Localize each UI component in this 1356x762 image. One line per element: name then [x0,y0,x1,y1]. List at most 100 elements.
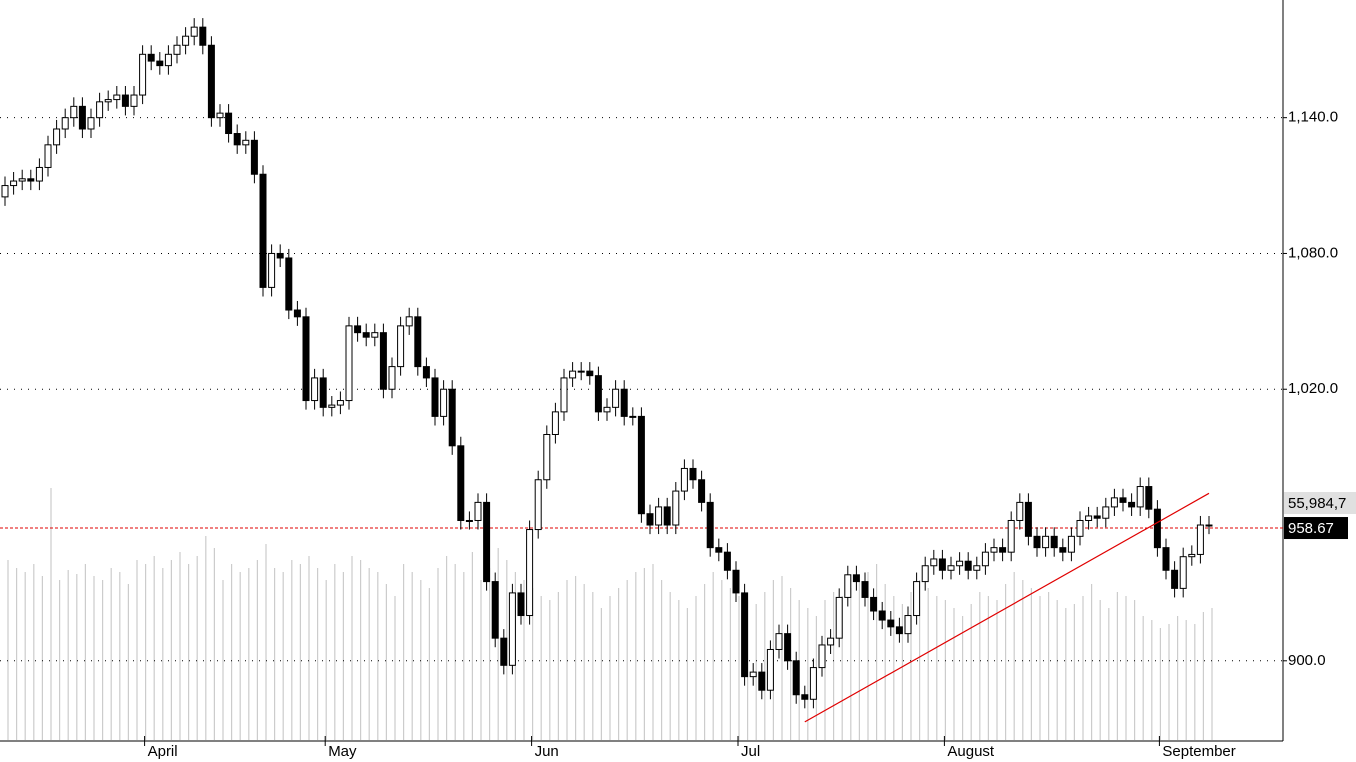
candle-body [569,370,577,379]
candle-body [921,565,929,583]
candle-body [53,128,61,146]
candle-body [835,596,843,639]
candle-body [973,565,981,571]
candle-body [637,415,645,515]
candle-body [827,637,835,646]
candle-body [1196,524,1204,555]
candle-body [104,99,112,103]
candle-body [405,316,413,327]
candle-body [508,592,516,666]
candle-body [156,60,164,67]
candle-body [1085,515,1093,521]
candle-body [792,660,800,696]
candle-body [766,648,774,691]
candle-body [319,377,327,408]
candle-body [302,316,310,402]
candle-body [182,35,190,46]
candle-body [801,694,809,700]
candle-body [422,366,430,379]
candle-body [121,94,129,107]
candle-body [448,388,456,447]
candle-body [345,325,353,402]
candle-body [147,53,155,62]
candle-body [500,637,508,666]
y-tick-label: 1,140.0 [1288,109,1338,126]
candle-body [1050,535,1058,549]
candle-body [741,592,749,678]
candle-body [1016,501,1024,521]
candle-body [1162,547,1170,571]
candle-body [491,581,499,639]
candle-body [577,370,585,373]
candle-body [268,252,276,288]
candle-body [870,596,878,612]
candle-body [517,592,525,617]
candle-body [1188,553,1196,558]
candle-body [878,610,886,621]
candle-body [904,615,912,635]
candle-body [1145,486,1153,510]
x-tick-label: September [1162,743,1235,760]
candle-body [78,105,86,130]
candle-body [225,112,233,135]
candle-body [61,117,69,130]
candle-body [999,547,1007,553]
candle-body [543,433,551,481]
candle-body [1076,519,1084,537]
candle-body [981,551,989,567]
candle-body [809,667,817,700]
candle-body [18,178,26,182]
candle-body [1067,535,1075,553]
candle-body [689,467,697,481]
candle-body [70,105,78,119]
candle-body [250,139,258,175]
candle-body [560,377,568,413]
candle-body [1179,556,1187,589]
candle-body [956,560,964,567]
candle-body [715,547,723,553]
candle-body [259,173,267,288]
candle-body [749,671,757,678]
candle-body [612,388,620,408]
x-tick-label: Jul [741,743,760,760]
candle-body [964,560,972,571]
candle-body [379,332,387,390]
candle-body [895,626,903,635]
candle-body [1024,501,1032,537]
candle-body [698,479,706,503]
last-price-label: 958.67 [1288,520,1334,537]
candle-body [130,94,138,107]
candle-body [311,377,319,402]
candle-body [371,332,379,338]
candle-body [723,551,731,571]
candle-body [852,574,860,583]
candle-body [629,415,637,418]
candle-body [672,490,680,526]
candle-body [663,506,671,526]
x-tick-label: April [148,743,178,760]
y-tick-label: 1,020.0 [1288,380,1338,397]
trendline [804,492,1210,723]
x-tick-label: May [328,743,357,760]
candle-body [861,581,869,598]
candle-body [285,257,293,311]
candle-body [44,144,52,168]
candle-body [35,166,43,182]
candle-body [534,479,542,531]
candle-body [328,404,336,408]
candle-body [276,252,284,259]
candle-body [474,501,482,521]
candle-body [388,366,396,390]
candle-body [1153,508,1161,549]
candle-body [483,501,491,583]
candle-body [1128,501,1136,508]
candle-body [1102,506,1110,519]
y-tick-label: 1,080.0 [1288,244,1338,261]
candle-body [10,180,18,187]
candle-body [414,316,422,368]
candle-body [680,467,688,492]
candle-body [27,178,35,182]
candle-body [887,619,895,628]
candle-body [1042,535,1050,549]
